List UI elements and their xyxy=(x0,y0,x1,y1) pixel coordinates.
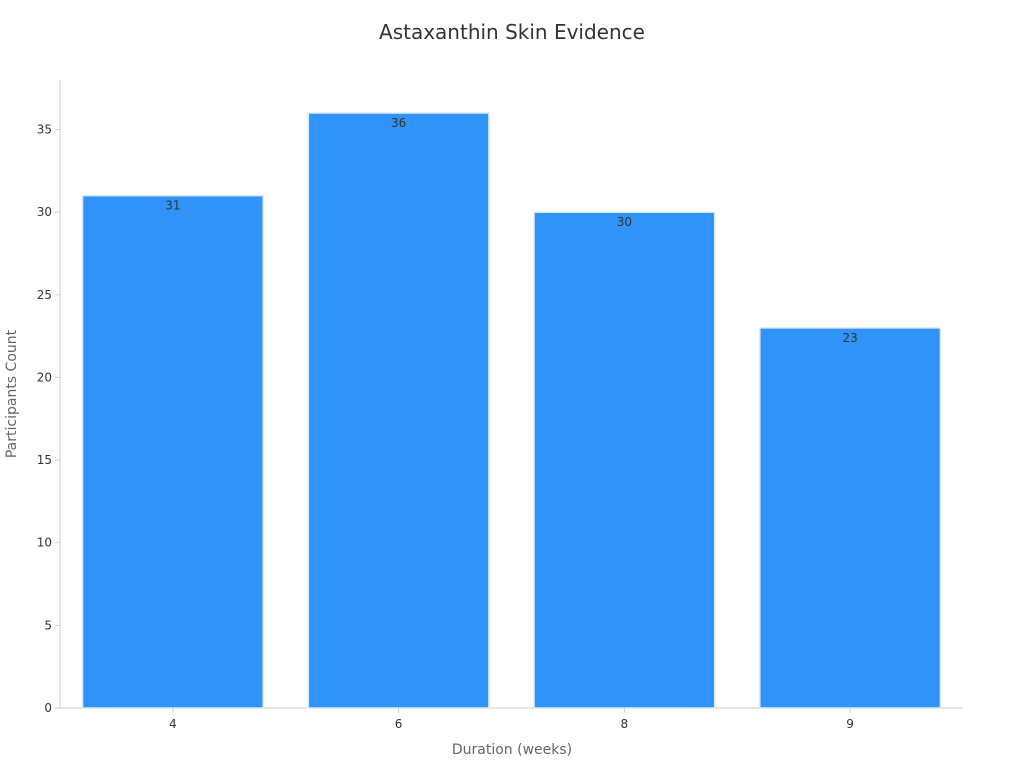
y-tick-label: 15 xyxy=(37,453,52,467)
bar-value-label: 36 xyxy=(391,116,406,130)
y-tick-label: 5 xyxy=(44,618,52,632)
y-tick-label: 20 xyxy=(37,370,52,384)
x-tick-label: 8 xyxy=(621,717,629,731)
bar xyxy=(81,194,264,709)
x-axis-label: Duration (weeks) xyxy=(451,742,573,758)
x-tick-label: 6 xyxy=(395,717,403,731)
x-tick-label: 4 xyxy=(169,717,177,731)
y-tick-label: 35 xyxy=(37,123,52,137)
y-tick-label: 25 xyxy=(37,288,52,302)
bar xyxy=(533,211,716,709)
y-tick-label: 10 xyxy=(37,536,52,550)
y-tick-label: 0 xyxy=(44,701,52,715)
bar xyxy=(307,112,490,709)
chart-title: Astaxanthin Skin Evidence xyxy=(379,20,645,44)
bar-value-label: 30 xyxy=(617,215,632,229)
bar-value-label: 31 xyxy=(165,199,180,213)
bar xyxy=(759,327,942,709)
y-tick-label: 30 xyxy=(37,205,52,219)
bar-value-label: 23 xyxy=(842,331,857,345)
x-tick-label: 9 xyxy=(846,717,854,731)
